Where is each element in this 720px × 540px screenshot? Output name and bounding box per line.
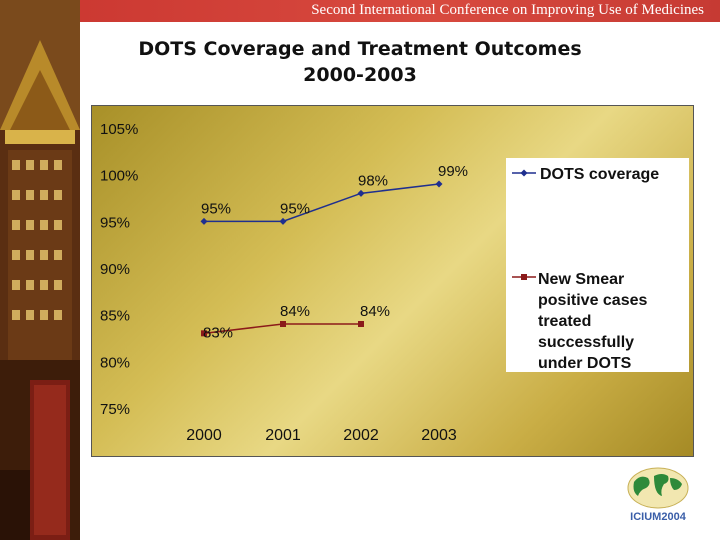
legend-label-line: positive cases: [538, 292, 648, 309]
y-tick-label: 80%: [100, 354, 130, 371]
y-tick-label: 100%: [100, 168, 138, 185]
legend-swatch-marker: [521, 274, 527, 280]
x-tick-label: 2002: [343, 427, 379, 444]
data-label: 95%: [201, 200, 231, 217]
y-tick-label: 85%: [100, 308, 130, 325]
legend-box: [506, 158, 689, 372]
chart-panel: 105% 100% 95% 90% 85% 80% 75% 2000 2001 2002 2003 9…: [91, 105, 694, 457]
legend-label-line: successfully: [538, 334, 634, 351]
data-point: [280, 321, 286, 327]
x-tick-label: 2000: [186, 427, 222, 444]
line-chart: 105% 100% 95% 90% 85% 80% 75% 2000 2001 2002 2003 9…: [100, 121, 689, 444]
icium-logo: ICIUM2004: [620, 462, 696, 526]
series-line: [204, 183, 440, 223]
legend-swatch-marker: [520, 169, 528, 177]
data-point: [279, 217, 287, 225]
y-tick-label: 105%: [100, 121, 138, 138]
legend-label-line: under DOTS: [538, 355, 632, 372]
data-point: [200, 217, 208, 225]
logo-text: ICIUM2004: [630, 511, 687, 523]
data-point: [358, 321, 364, 327]
slide-title-line-1: DOTS Coverage and Treatment Outcomes: [138, 38, 582, 60]
legend-label: DOTS coverage: [540, 166, 659, 183]
data-label: 84%: [360, 303, 390, 320]
data-label: 99%: [438, 163, 468, 180]
x-tick-label: 2003: [421, 427, 457, 444]
data-label: 95%: [280, 200, 310, 217]
y-tick-label: 95%: [100, 214, 130, 231]
legend-label-line: treated: [538, 313, 591, 330]
legend-label-line: New Smear: [538, 271, 624, 288]
data-point: [435, 180, 443, 188]
x-tick-label: 2001: [265, 427, 301, 444]
data-point: [357, 189, 365, 197]
conference-banner: Second International Conference on Impro…: [0, 0, 720, 22]
slide-title-line-2: 2000-2003: [303, 64, 417, 86]
data-label: 83%: [203, 324, 233, 341]
data-point: [201, 330, 207, 337]
data-label: 84%: [280, 303, 310, 320]
y-tick-label: 90%: [100, 261, 130, 278]
data-label: 98%: [358, 172, 388, 189]
temple-photo-strip: [0, 0, 80, 540]
y-tick-label: 75%: [100, 401, 130, 418]
conference-banner-text: Second International Conference on Impro…: [311, 2, 704, 18]
